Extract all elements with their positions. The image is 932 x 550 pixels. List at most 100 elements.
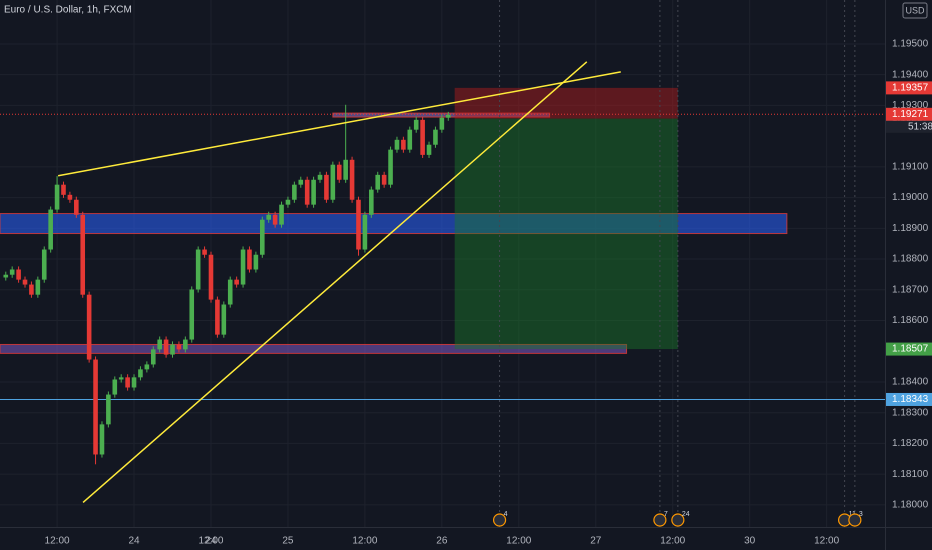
candle-body: [125, 377, 130, 388]
candle-body: [86, 294, 92, 360]
y-tick-label: 1.18400: [892, 377, 929, 388]
candle-body: [215, 299, 220, 335]
candle-body: [29, 284, 34, 295]
candle-body: [401, 139, 406, 150]
zone: [0, 213, 788, 235]
candle-body: [362, 214, 368, 250]
y-tick-label: 1.18300: [892, 407, 929, 418]
candle-body: [3, 274, 9, 278]
candle-body: [131, 377, 137, 388]
candle-body: [388, 149, 393, 185]
price-tag-bg: [886, 392, 932, 406]
axes: 1.18000 1.18100 1.18200 1.18300 1.18400 1.186…: [45, 39, 932, 547]
price-tag-bg: [886, 81, 932, 95]
candle-body: [202, 249, 207, 255]
y-tick-label: 1.18000: [892, 500, 929, 511]
candle-body: [369, 189, 374, 215]
candle-body: [272, 214, 278, 225]
candle-body: [170, 344, 175, 355]
candle-body: [356, 199, 361, 250]
candle-body: [227, 279, 233, 305]
current-price-tag: 1.19271: [892, 109, 929, 120]
candle-body: [394, 139, 400, 150]
trend-line: [82, 61, 588, 503]
candle-body: [445, 114, 451, 118]
candle-body: [9, 269, 15, 275]
y-tick-label: 1.18800: [892, 254, 929, 265]
countdown-bg: [886, 120, 932, 133]
candle-body: [439, 117, 445, 130]
x-tick-label: 12:00: [45, 536, 70, 547]
candle-body: [54, 184, 60, 210]
candle-body: [150, 349, 156, 365]
candle-body: [279, 204, 284, 225]
x-tick-label: 25: [282, 536, 294, 547]
candle-body: [407, 129, 413, 150]
candle-body: [234, 279, 239, 285]
candle-body: [138, 369, 143, 378]
price-tag: 1.19357: [892, 83, 929, 94]
event-icon[interactable]: 3: [848, 511, 863, 527]
x-tick-label: 30: [744, 536, 756, 547]
y-tick-label: 1.18200: [892, 438, 929, 449]
stop-zone: [454, 87, 678, 119]
target-zone: [454, 118, 678, 350]
y-tick-label: 1.18600: [892, 315, 929, 326]
zone: [332, 112, 551, 118]
candle-body: [381, 174, 387, 185]
event-count: 7: [664, 511, 668, 518]
y-tick-label: 1.18900: [892, 223, 929, 234]
candle-body: [106, 394, 111, 425]
countdown: 51:38: [908, 121, 932, 132]
candle-body: [292, 184, 297, 200]
candle-body: [375, 174, 381, 190]
y-tick-label: 1.19100: [892, 161, 929, 172]
candle-body: [221, 304, 227, 335]
y-tick-label: 1.19000: [892, 192, 929, 203]
candle-body: [336, 164, 342, 180]
event-icon[interactable]: 4: [492, 511, 508, 527]
candle-body: [183, 339, 188, 350]
event-badge: [848, 513, 862, 527]
candle-body: [343, 159, 348, 180]
candle-body: [16, 269, 21, 280]
candle-body: [285, 199, 291, 205]
x-tick-label: 24: [205, 536, 217, 547]
event-badge: [671, 513, 685, 527]
candle-body: [317, 174, 323, 180]
candle-body: [247, 249, 252, 270]
trend-line: [57, 71, 621, 177]
y-tick-label: 1.18100: [892, 469, 929, 480]
currency-box[interactable]: [902, 2, 928, 19]
candle-body: [330, 164, 336, 200]
y-tick-label: 1.18700: [892, 284, 929, 295]
candle-body: [253, 254, 259, 270]
y-tick-label: 1.19500: [892, 39, 929, 50]
candle-body: [67, 194, 73, 200]
price-tag: 1.18343: [892, 394, 929, 405]
plot-area: [0, 0, 885, 527]
candle-body: [208, 254, 214, 300]
event-icon[interactable]: 7: [653, 511, 668, 527]
candle-body: [420, 119, 425, 155]
candle-body: [426, 144, 432, 155]
candle-body: [22, 279, 28, 285]
event-icon[interactable]: 24: [671, 511, 690, 527]
current-price-tag-bg: [886, 107, 932, 121]
price-tag-bg: [886, 342, 932, 356]
candle-body: [195, 249, 201, 290]
candle-body: [61, 184, 66, 195]
candle-body: [349, 159, 355, 200]
candle-body: [112, 379, 118, 395]
event-badge: [653, 513, 667, 527]
candle-body: [74, 199, 79, 215]
event-badge: [492, 513, 507, 527]
event-count: 3: [859, 511, 863, 518]
x-tick-label: 26: [436, 536, 448, 547]
y-tick-label: 1.19300: [892, 100, 929, 111]
currency[interactable]: USD: [905, 5, 925, 15]
candle-body: [176, 344, 182, 350]
candle-body: [189, 289, 195, 340]
